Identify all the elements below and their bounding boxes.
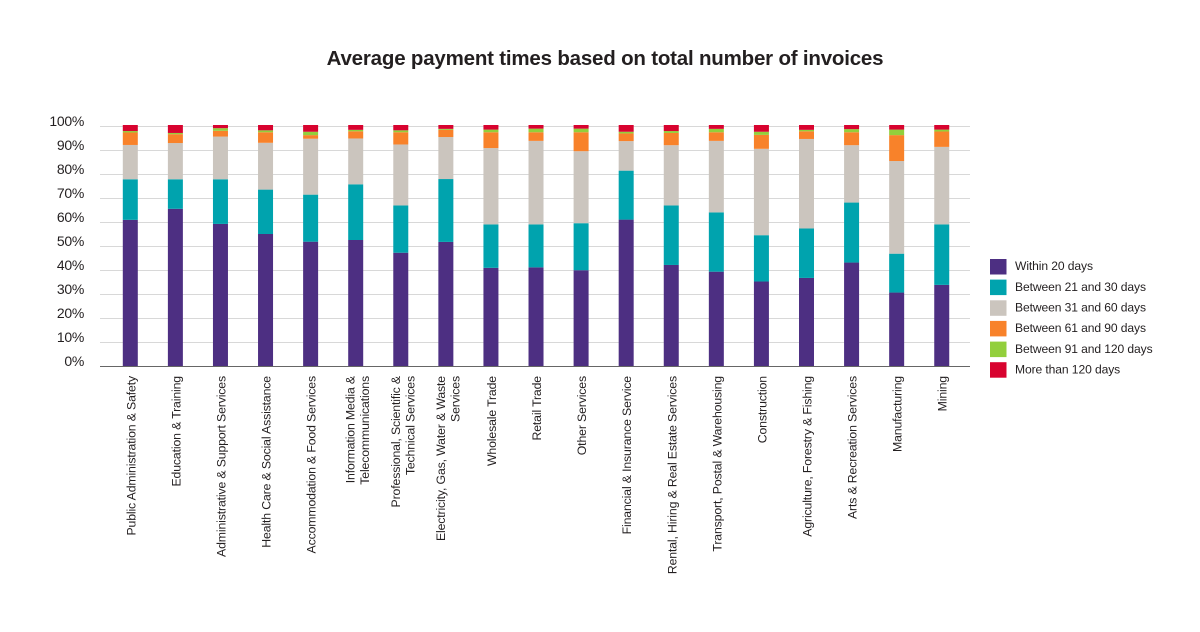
svg-text:40%: 40% xyxy=(57,257,84,273)
svg-text:50%: 50% xyxy=(57,233,84,249)
svg-text:60%: 60% xyxy=(57,209,84,225)
svg-text:Retail Trade: Retail Trade xyxy=(530,376,544,441)
svg-text:Transport, Postal & Warehousin: Transport, Postal & Warehousing xyxy=(710,376,724,552)
svg-text:90%: 90% xyxy=(57,137,84,153)
svg-text:Agriculture, Forestry & Fishin: Agriculture, Forestry & Fishing xyxy=(801,376,815,537)
svg-text:80%: 80% xyxy=(57,161,84,177)
svg-text:Between 31 and 60 days: Between 31 and 60 days xyxy=(1015,301,1146,315)
svg-text:30%: 30% xyxy=(57,281,84,297)
svg-text:Public Administration & Safety: Public Administration & Safety xyxy=(124,375,138,536)
svg-text:Telecommunications: Telecommunications xyxy=(358,376,372,485)
svg-text:Financial & Insurance Service: Financial & Insurance Service xyxy=(620,376,634,535)
svg-text:Between 91 and 120 days: Between 91 and 120 days xyxy=(1015,342,1153,356)
svg-text:Accommodation & Food Services: Accommodation & Food Services xyxy=(305,376,319,553)
svg-text:100%: 100% xyxy=(49,113,84,129)
svg-text:More than 120 days: More than 120 days xyxy=(1015,362,1120,376)
svg-text:Technical Services: Technical Services xyxy=(403,376,417,475)
svg-text:Construction: Construction xyxy=(755,376,769,444)
svg-text:Other Services: Other Services xyxy=(575,376,589,455)
svg-text:70%: 70% xyxy=(57,185,84,201)
svg-text:Manufacturing: Manufacturing xyxy=(891,376,905,452)
svg-text:Electricity, Gas, Water & Wast: Electricity, Gas, Water & Waste xyxy=(434,376,448,541)
svg-text:Mining: Mining xyxy=(936,376,950,412)
svg-text:Professional, Scientific &: Professional, Scientific & xyxy=(389,375,403,507)
svg-text:Wholesale Trade: Wholesale Trade xyxy=(485,376,499,466)
svg-text:Health Care & Social Assistanc: Health Care & Social Assistance xyxy=(260,376,274,548)
svg-text:Average payment times based on: Average payment times based on total num… xyxy=(327,47,884,70)
svg-text:Between 21 and 30 days: Between 21 and 30 days xyxy=(1015,280,1146,294)
svg-text:Administrative & Support Servi: Administrative & Support Services xyxy=(215,376,229,557)
svg-text:Within 20 days: Within 20 days xyxy=(1015,259,1093,273)
svg-text:Education & Training: Education & Training xyxy=(169,376,183,487)
svg-text:0%: 0% xyxy=(64,353,84,369)
svg-text:20%: 20% xyxy=(57,305,84,321)
svg-text:Information Media &: Information Media & xyxy=(344,375,358,483)
svg-text:Arts & Recreation Services: Arts & Recreation Services xyxy=(846,376,860,519)
svg-text:10%: 10% xyxy=(57,329,84,345)
svg-text:Rental, Hiring & Real Estate S: Rental, Hiring & Real Estate Services xyxy=(665,376,679,574)
svg-text:Services: Services xyxy=(448,376,462,422)
svg-text:Between 61 and 90 days: Between 61 and 90 days xyxy=(1015,321,1146,335)
